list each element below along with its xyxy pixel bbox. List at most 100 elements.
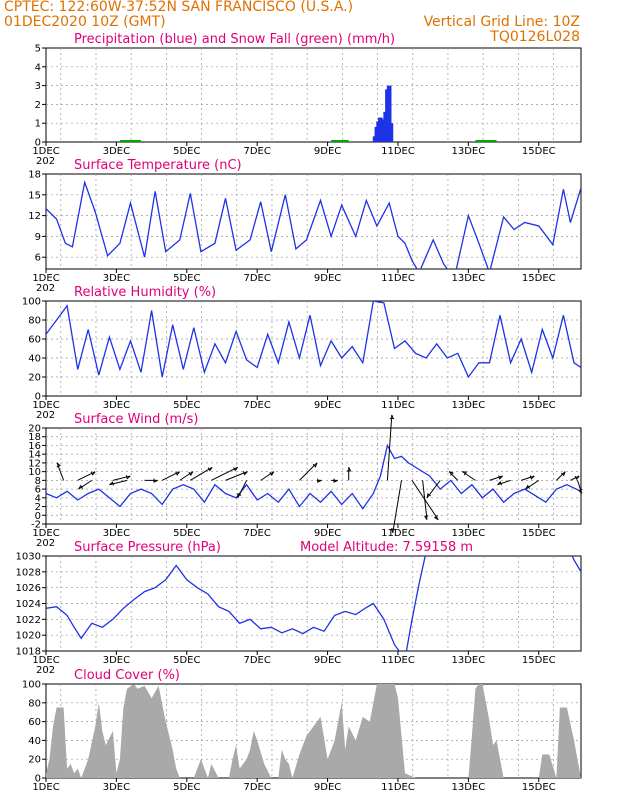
rh-year-stub: 202	[36, 410, 55, 421]
wind-ytick-label: 8	[35, 476, 41, 487]
wind-vector-head	[498, 475, 503, 480]
wind-vector	[577, 480, 583, 494]
wind-vector	[260, 471, 275, 481]
cloud-xtick-label: 3DEC	[103, 782, 130, 793]
pres-xtick-label: 1DEC	[32, 655, 59, 666]
precip-year-stub: 202	[36, 156, 55, 167]
pres-ytick-label: 1022	[16, 615, 41, 626]
temp-series-line	[46, 179, 581, 269]
wind-vector-head	[560, 471, 566, 477]
wind-ytick-label: -2	[31, 520, 41, 531]
precip-xtick-label: 11DEC	[381, 146, 415, 157]
cloud-ytick-label: 60	[28, 717, 41, 728]
pres-ytick-label: 1028	[16, 567, 41, 578]
wind-vector-head	[78, 484, 84, 490]
wind-vector	[161, 471, 180, 481]
rh-xtick-label: 3DEC	[103, 400, 130, 411]
wind-ytick-label: 0	[35, 511, 41, 522]
wind-vector-head	[242, 471, 248, 476]
wind-vector	[112, 475, 131, 481]
wind-ytick-label: 6	[35, 485, 41, 496]
temp-title: Surface Temperature (nC)	[74, 158, 242, 173]
wind-xtick-label: 15DEC	[522, 528, 556, 539]
wind-vector	[422, 480, 428, 520]
pres-xtick-label: 11DEC	[381, 655, 415, 666]
precip-xtick-label: 9DEC	[314, 146, 341, 157]
precip-xtick-label: 1DEC	[32, 146, 59, 157]
wind-vector-head	[207, 466, 213, 472]
wind-title: Surface Wind (m/s)	[74, 412, 198, 427]
wind-vector-head	[153, 478, 158, 483]
precip-ytick-label: 1	[35, 119, 41, 130]
cloud-panel: 0 20 40 60 80 100 1DEC 3DEC 5DEC 7DEC 9DEC 11DEC 13D…	[22, 668, 582, 793]
pres-panel: 1018 1020 1022 1024 1026 1028 1030 1DEC 3DEC 5DEC…	[16, 540, 582, 676]
wind-xtick-label: 3DEC	[103, 528, 130, 539]
wind-series-line	[46, 443, 581, 510]
temp-frame	[45, 173, 582, 270]
wind-vector	[521, 475, 535, 481]
wind-vector	[489, 475, 503, 481]
precip-ytick-label: 2	[35, 100, 41, 111]
temp-xtick-label: 7DEC	[243, 273, 270, 284]
rh-xtick-label: 5DEC	[173, 400, 200, 411]
wind-xtick-label: 1DEC	[32, 528, 59, 539]
wind-vector-head	[188, 471, 194, 477]
wind-vector-head	[90, 471, 96, 476]
cloud-ytick-label: 40	[28, 736, 41, 747]
rh-xtick-label: 1DEC	[32, 400, 59, 411]
wind-vector	[237, 480, 248, 499]
header-location: CPTEC: 122:60W-37:52N SAN FRANCISCO (U.S…	[4, 0, 353, 15]
cloud-xtick-label: 9DEC	[314, 782, 341, 793]
wind-vector-head	[574, 475, 580, 481]
pres-xtick-label: 9DEC	[314, 655, 341, 666]
wind-vector-head	[317, 478, 322, 483]
wind-vector	[211, 466, 238, 481]
wind-vector-head	[233, 466, 239, 472]
temp-ytick-label: 6	[35, 253, 41, 264]
temp-xtick-label: 11DEC	[381, 273, 415, 284]
rh-series-line	[46, 301, 581, 379]
pres-xtick-label: 13DEC	[452, 655, 486, 666]
precip-xtick-label: 5DEC	[173, 146, 200, 157]
cloud-area	[46, 684, 581, 778]
wind-ytick-label: 2	[35, 502, 41, 513]
rh-title: Relative Humidity (%)	[74, 285, 216, 300]
temp-xtick-label: 13DEC	[452, 273, 486, 284]
cloud-xtick-label: 13DEC	[452, 782, 486, 793]
cloud-xtick-label: 5DEC	[173, 782, 200, 793]
wind-vector-head	[426, 493, 431, 498]
precip-ytick-label: 5	[35, 44, 41, 55]
wind-vector-head	[433, 515, 439, 521]
wind-xtick-label: 9DEC	[314, 528, 341, 539]
cloud-xtick-label: 15DEC	[522, 782, 556, 793]
wind-xtick-label: 7DEC	[243, 528, 270, 539]
wind-ytick-label: 14	[28, 450, 41, 461]
temp-ytick-label: 15	[28, 190, 41, 201]
pres-ytick-label: 1024	[16, 599, 41, 610]
wind-vector-head	[578, 489, 583, 494]
pres-ytick-label: 1020	[16, 631, 41, 642]
wind-vector	[78, 479, 93, 490]
cloud-ytick-label: 20	[28, 755, 41, 766]
temp-ytick-label: 9	[35, 232, 41, 243]
rh-ytick-label: 0	[35, 392, 41, 403]
wind-year-stub: 202	[36, 538, 55, 549]
cloud-xtick-label: 7DEC	[243, 782, 270, 793]
wind-vector-head	[390, 528, 396, 533]
wind-vector-head	[237, 493, 242, 498]
pres-annotation: Model Altitude: 7.59158 m	[300, 540, 473, 555]
wind-ytick-label: 4	[35, 493, 41, 504]
temp-xtick-label: 1DEC	[32, 273, 59, 284]
wind-vector	[190, 466, 213, 481]
rh-ytick-label: 80	[28, 316, 41, 327]
pres-title: Surface Pressure (hPa)	[74, 540, 221, 555]
pres-ytick-label: 1030	[16, 552, 41, 563]
rh-xtick-label: 7DEC	[243, 400, 270, 411]
pres-xtick-label: 15DEC	[522, 655, 556, 666]
precip-xtick-label: 7DEC	[243, 146, 270, 157]
header-model-code: TQ0126L028	[489, 29, 580, 45]
wind-vector-head	[525, 484, 531, 490]
wind-xtick-label: 11DEC	[381, 528, 415, 539]
temp-xtick-label: 15DEC	[522, 273, 556, 284]
